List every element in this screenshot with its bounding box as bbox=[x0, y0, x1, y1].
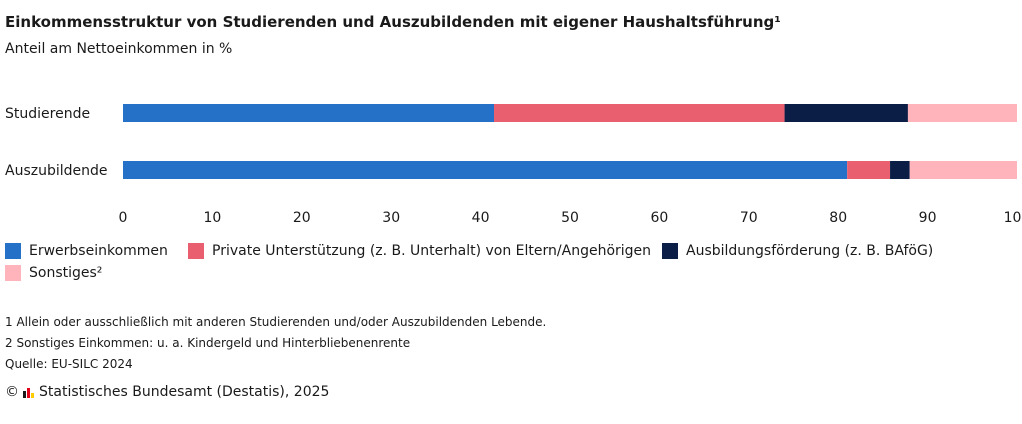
bar-segment bbox=[847, 161, 891, 179]
footnotes: 1 Allein oder ausschließlich mit anderen… bbox=[5, 312, 546, 375]
bar-segment bbox=[784, 104, 908, 122]
x-tick-label: 10 bbox=[203, 210, 221, 226]
legend-swatch bbox=[5, 243, 21, 259]
legend-swatch bbox=[5, 265, 21, 281]
x-tick-label: 90 bbox=[919, 210, 937, 226]
x-tick-label: 50 bbox=[561, 210, 579, 226]
x-tick-label: 40 bbox=[472, 210, 490, 226]
source-note: Quelle: EU-SILC 2024 bbox=[5, 357, 133, 371]
x-tick-label: 100 bbox=[1004, 210, 1022, 226]
legend-label: Erwerbseinkommen bbox=[29, 243, 168, 259]
bar-segment bbox=[909, 161, 1017, 179]
bar-segment bbox=[890, 161, 910, 179]
bar-segment bbox=[123, 104, 495, 122]
category-label: Studierende bbox=[5, 106, 90, 122]
legend-item-sonstiges[interactable]: Sonstiges² bbox=[5, 265, 102, 281]
bar-segment bbox=[907, 104, 1017, 122]
x-tick-label: 20 bbox=[293, 210, 311, 226]
destatis-logo-icon bbox=[23, 387, 35, 398]
bar-chart: Studierende Auszubildende 0 10 20 30 40 50 60 70 8… bbox=[5, 104, 1022, 226]
legend-label: Ausbildungsförderung (z. B. BAföG) bbox=[686, 243, 934, 259]
legend-label: Private Unterstützung (z. B. Unterhalt) … bbox=[212, 243, 652, 259]
x-tick-label: 30 bbox=[382, 210, 400, 226]
category-label: Auszubildende bbox=[5, 163, 108, 179]
legend-item-erwerbseinkommen[interactable]: Erwerbseinkommen bbox=[5, 243, 168, 259]
legend-item-private-unterstuetzung[interactable]: Private Unterstützung (z. B. Unterhalt) … bbox=[188, 243, 651, 259]
copyright-symbol: © bbox=[5, 384, 19, 400]
legend-item-ausbildungsfoerderung[interactable]: Ausbildungsförderung (z. B. BAföG) bbox=[662, 243, 933, 259]
chart-subtitle: Anteil am Nettoeinkommen in % bbox=[5, 41, 233, 57]
footnote-2: 2 Sonstiges Einkommen: u. a. Kindergeld … bbox=[5, 336, 411, 350]
legend-label: Sonstiges² bbox=[29, 265, 103, 281]
bar-segment bbox=[123, 161, 848, 179]
bar-segment bbox=[494, 104, 785, 122]
x-tick-label: 80 bbox=[829, 210, 847, 226]
x-tick-label: 0 bbox=[119, 210, 128, 226]
legend-swatch bbox=[188, 243, 204, 259]
x-tick-label: 60 bbox=[650, 210, 668, 226]
x-tick-label: 70 bbox=[740, 210, 758, 226]
chart-title: Einkommensstruktur von Studierenden und … bbox=[5, 13, 781, 31]
copyright-text: Statistisches Bundesamt (Destatis), 2025 bbox=[39, 384, 330, 400]
footnote-1: 1 Allein oder ausschließlich mit anderen… bbox=[5, 315, 547, 329]
legend-swatch bbox=[662, 243, 678, 259]
copyright: © Statistisches Bundesamt (Destatis), 20… bbox=[5, 384, 329, 400]
